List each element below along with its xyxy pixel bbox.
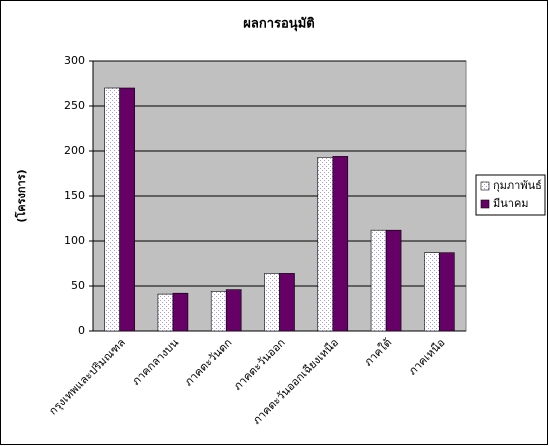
y-tick-label: 250 (64, 99, 85, 112)
bar (264, 273, 280, 332)
bar (119, 87, 135, 332)
bar (424, 252, 440, 332)
bar (157, 293, 174, 332)
legend-swatch (480, 181, 490, 191)
y-tick-label: 150 (64, 189, 85, 202)
y-tick-label: 50 (71, 279, 85, 292)
y-axis-label: (โครงการ) (14, 169, 28, 222)
y-tick-label: 0 (78, 324, 85, 337)
legend-label: กุมภาพันธ์ (493, 179, 542, 192)
bar (210, 291, 227, 332)
y-tick-label: 300 (64, 54, 85, 67)
bar (279, 273, 295, 332)
bar (439, 252, 455, 332)
bar (317, 157, 334, 332)
bar (172, 292, 189, 332)
bar (104, 87, 120, 332)
bar (385, 229, 402, 332)
bar (225, 289, 242, 332)
y-tick-label: 100 (64, 234, 85, 247)
legend-swatch (480, 199, 490, 209)
legend-box (475, 174, 546, 216)
y-tick-label: 200 (64, 144, 85, 157)
bar (332, 156, 349, 332)
chart-title: ผลการอนุมัติ (243, 17, 314, 32)
bar (370, 229, 387, 332)
legend-label: มีนาคม (493, 197, 529, 210)
